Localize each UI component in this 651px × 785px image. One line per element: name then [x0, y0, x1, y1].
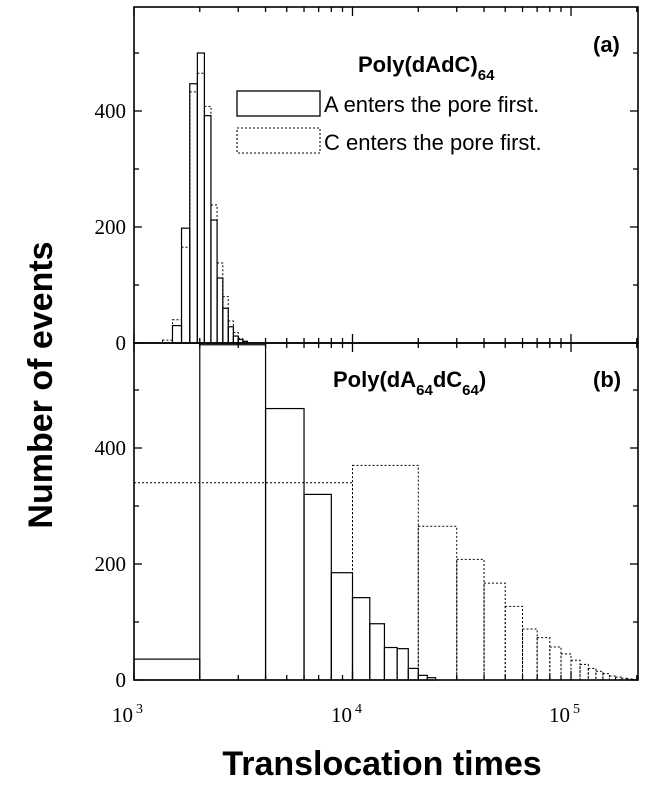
y-tick-label: 200 [95, 552, 127, 576]
histogram-bar-solid [383, 646, 398, 681]
legend-swatch-solid [236, 90, 321, 117]
histogram-bar-dotted [504, 605, 524, 681]
histogram-bar-dotted [189, 91, 198, 344]
histogram-bar-dotted [549, 646, 562, 681]
x-axis-title: Translocation times [222, 745, 541, 783]
histogram-bar-solid [232, 335, 239, 344]
x-tick-labels: 10 3 10 4 10 5 [112, 702, 580, 727]
histogram-bar-dotted [602, 673, 610, 681]
legend-label-solid: A enters the pore first. [324, 92, 539, 117]
histogram-bar-solid [426, 677, 437, 681]
histogram-bar-dotted [210, 204, 218, 344]
legend-swatch-dotted [236, 127, 321, 154]
histogram-bar-solid [369, 623, 386, 681]
histogram-bar-solid [396, 648, 409, 681]
x-tick-label: 10 5 [549, 702, 580, 727]
histogram-bar-dotted [587, 667, 597, 681]
x-tick-label: 10 3 [112, 702, 143, 727]
histogram-bar-dotted [203, 105, 212, 344]
histogram-bar-dotted [171, 319, 183, 344]
histogram-bar-dotted [560, 653, 572, 681]
histogram-bar-dotted [181, 246, 191, 344]
panel-a-title: Poly(dAdC)64 [358, 52, 495, 84]
histogram-bar-dotted [227, 320, 234, 344]
histogram-bar-solid [242, 340, 248, 344]
histogram-bar-dotted [536, 637, 551, 681]
histogram-bar-dotted [570, 659, 581, 681]
panel-b-label: (b) [593, 367, 621, 392]
histogram-bar-solid [180, 227, 191, 344]
histogram-bar-dotted [522, 628, 538, 681]
y-tick-label: 200 [95, 215, 127, 239]
histogram-bar-solid [227, 326, 234, 344]
histogram-bar-solid [199, 344, 267, 681]
panel-a-label: (a) [593, 32, 620, 57]
panel-a-solid-series [171, 52, 248, 344]
histogram-bar-solid [210, 219, 218, 344]
y-tick-label: 400 [95, 436, 127, 460]
histogram-bar-solid [222, 307, 229, 344]
histogram-bar-solid [189, 83, 198, 344]
axis-ticks [133, 7, 638, 681]
panel-b-y-tick-labels: 0 200 400 [95, 436, 127, 692]
panel-b-solid-series [133, 344, 437, 681]
histogram-bar-dotted [216, 262, 224, 344]
histogram-bar-solid [264, 407, 305, 681]
y-tick-label: 0 [116, 331, 127, 355]
histogram-bar-solid [203, 115, 212, 344]
histogram-bar-dotted [620, 677, 628, 681]
histogram-bar-dotted [133, 482, 353, 681]
histogram-bar-solid [171, 325, 183, 344]
panel-b-frame [133, 342, 639, 681]
histogram-bar-solid [351, 597, 371, 681]
histogram-bar-dotted [579, 663, 589, 681]
histogram-bar-dotted [161, 339, 173, 344]
histogram-bar-solid [303, 493, 332, 681]
histogram-bar-solid [133, 658, 201, 681]
histogram-bar-solid [407, 667, 419, 681]
x-tick-label: 10 4 [331, 702, 362, 727]
panel-b-title: Poly(dA64dC64) [333, 367, 486, 399]
histogram-bar-dotted [456, 558, 485, 681]
histogram-bar-dotted [222, 296, 229, 344]
histogram-bar-dotted [595, 670, 604, 681]
histogram-bar-solid [237, 338, 244, 344]
histogram-bar-dotted [417, 525, 458, 681]
histogram-bar-dotted [483, 582, 506, 681]
histogram-bar-dotted [196, 72, 205, 344]
legend: A enters the pore first. C enters the po… [236, 90, 542, 155]
histogram-bar-solid [196, 52, 205, 344]
panel-a-y-tick-labels: 0 200 400 [95, 99, 127, 355]
histogram-bar-solid [330, 572, 354, 681]
legend-label-dotted: C enters the pore first. [324, 130, 542, 155]
y-tick-label: 400 [95, 99, 127, 123]
histogram-bar-dotted [232, 332, 239, 344]
histogram-bar-solid [216, 277, 224, 344]
y-tick-label: 0 [116, 668, 127, 692]
y-axis-title: Number of events [22, 241, 60, 528]
